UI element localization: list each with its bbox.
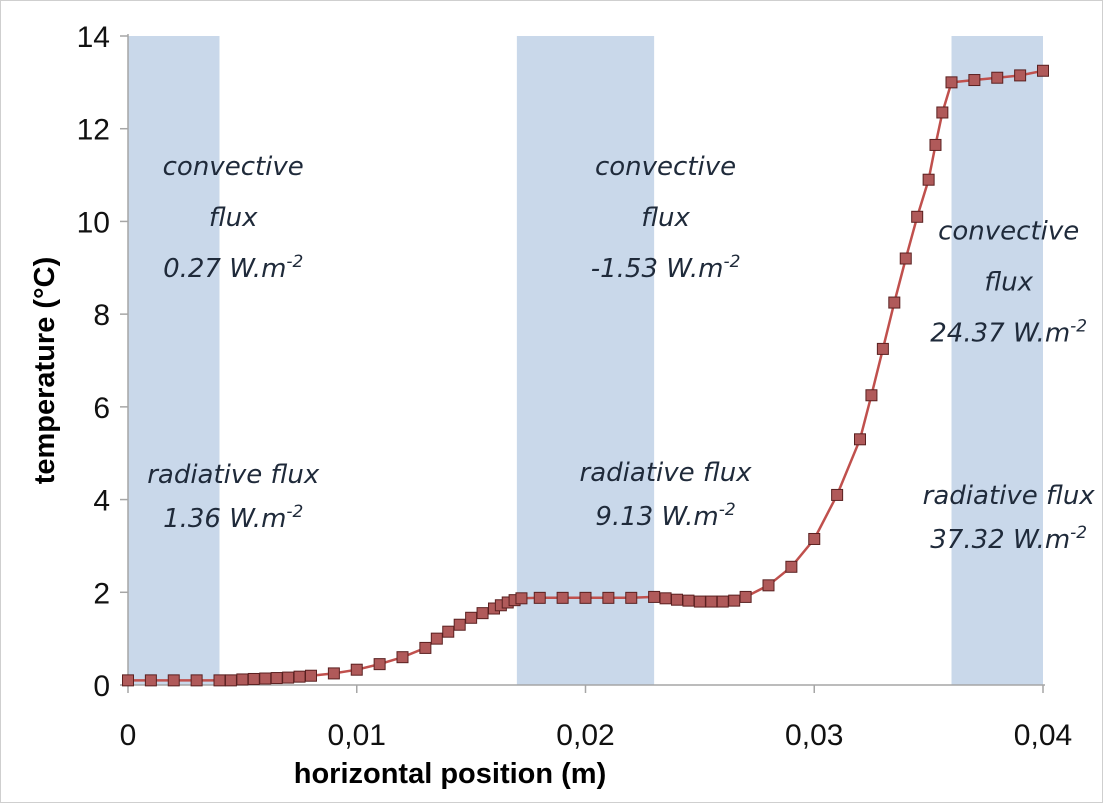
data-point (453, 618, 466, 631)
annotation-3-line-1: convective (938, 217, 1079, 247)
data-point (888, 296, 901, 309)
data-point (224, 674, 237, 687)
annotation-2-line-2: flux (641, 203, 690, 233)
data-point (968, 74, 981, 87)
data-point (899, 252, 912, 265)
data-point (705, 595, 718, 608)
data-point (945, 76, 958, 89)
data-point (515, 592, 528, 605)
data-point (936, 106, 949, 119)
x-tick-label: 0,04 (1014, 719, 1072, 752)
annotation-3-line-3: 24.37 W.m-2 (930, 317, 1087, 349)
annotation-4-line-2: 1.36 W.m-2 (163, 502, 303, 534)
annotation-2-line-1: convective (595, 152, 736, 182)
data-point (808, 532, 821, 545)
data-point (716, 595, 729, 608)
data-point (190, 674, 203, 687)
data-point (419, 641, 432, 654)
data-point (682, 594, 695, 607)
temperature-series (122, 64, 1049, 687)
data-point (305, 669, 317, 682)
data-point (854, 433, 866, 446)
data-point (1037, 64, 1049, 77)
data-point (259, 672, 272, 685)
data-point (762, 579, 775, 592)
data-point (929, 138, 942, 151)
tick-labels: 0 2 4 6 8 10 12 14 0 0,01 0,02 0,03 0,04 (77, 21, 1073, 752)
annotation-1-line-3: 0.27 W.m-2 (163, 252, 303, 284)
data-point (556, 591, 569, 604)
x-tick-label: 0,03 (785, 719, 843, 752)
annotation-4-line-1: radiative flux (147, 460, 320, 490)
data-point (602, 591, 615, 604)
x-tick-label: 0 (120, 719, 137, 752)
flux-annotations: convective flux 0.27 W.m-2 convective flux -1… (147, 152, 1095, 555)
data-point (785, 560, 798, 573)
data-point (122, 674, 134, 687)
axes (120, 34, 1045, 693)
y-tick-label: 4 (93, 485, 110, 518)
data-point (728, 594, 741, 607)
data-point (373, 658, 386, 671)
x-tick-label: 0,02 (556, 719, 614, 752)
data-point (213, 674, 226, 687)
data-point (465, 611, 478, 624)
data-point (648, 590, 661, 603)
annotation-2-line-3: -1.53 W.m-2 (591, 252, 741, 284)
y-tick-label: 0 (93, 670, 110, 703)
data-point (671, 593, 683, 606)
data-point (396, 651, 409, 664)
data-point (350, 663, 363, 676)
data-point (693, 595, 706, 608)
data-point (659, 592, 672, 605)
data-point (247, 672, 260, 685)
annotation-6-line-1: radiative flux (923, 481, 1096, 511)
data-point (739, 590, 752, 603)
data-point (293, 670, 306, 683)
shaded-band-2 (516, 36, 655, 685)
annotation-5-line-1: radiative flux (580, 458, 753, 488)
annotation-1-line-2: flux (209, 203, 258, 233)
data-point (991, 71, 1004, 84)
y-tick-label: 8 (93, 299, 110, 332)
y-tick-label: 14 (77, 21, 110, 54)
y-tick-label: 2 (93, 577, 110, 610)
data-point (282, 671, 295, 684)
shaded-band-3 (951, 36, 1043, 685)
data-point (831, 488, 844, 501)
data-point (167, 674, 180, 687)
data-point (430, 632, 443, 645)
shaded-bands (128, 36, 1043, 685)
data-point (327, 667, 340, 680)
data-point (922, 173, 935, 186)
y-tick-label: 10 (77, 206, 110, 239)
data-point (579, 591, 592, 604)
data-point (270, 672, 283, 685)
data-point (911, 210, 924, 223)
data-point (1014, 69, 1027, 82)
shaded-band-1 (128, 36, 220, 685)
annotation-3-line-2: flux (984, 268, 1033, 298)
x-tick-label: 0,01 (328, 719, 386, 752)
data-point (144, 674, 157, 687)
data-point (865, 389, 878, 402)
data-point (533, 591, 546, 604)
y-axis-title: temperature (°C) (29, 257, 61, 485)
annotation-6-line-2: 37.32 W.m-2 (930, 523, 1087, 555)
data-point (876, 342, 889, 355)
data-point (476, 607, 489, 620)
data-point (442, 625, 455, 638)
x-axis-title: horizontal position (m) (294, 758, 607, 790)
y-tick-label: 6 (93, 392, 110, 425)
annotation-5-line-2: 9.13 W.m-2 (595, 500, 735, 532)
y-tick-label: 12 (77, 114, 110, 147)
annotation-1-line-1: convective (163, 152, 304, 182)
data-point (625, 591, 638, 604)
data-point (236, 673, 249, 686)
